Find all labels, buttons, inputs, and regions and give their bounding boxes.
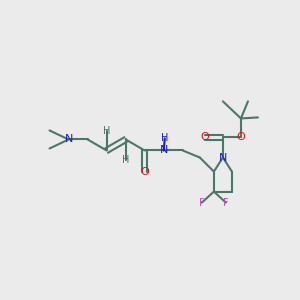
Text: O: O	[140, 167, 149, 176]
Text: H: H	[161, 134, 169, 143]
Text: N: N	[160, 146, 168, 155]
Text: N: N	[219, 152, 227, 163]
Text: N: N	[64, 134, 73, 145]
Text: F: F	[223, 198, 229, 208]
Text: O: O	[237, 133, 245, 142]
Text: F: F	[199, 198, 205, 208]
Text: H: H	[122, 154, 129, 164]
Text: H: H	[103, 127, 110, 136]
Text: O: O	[200, 133, 209, 142]
